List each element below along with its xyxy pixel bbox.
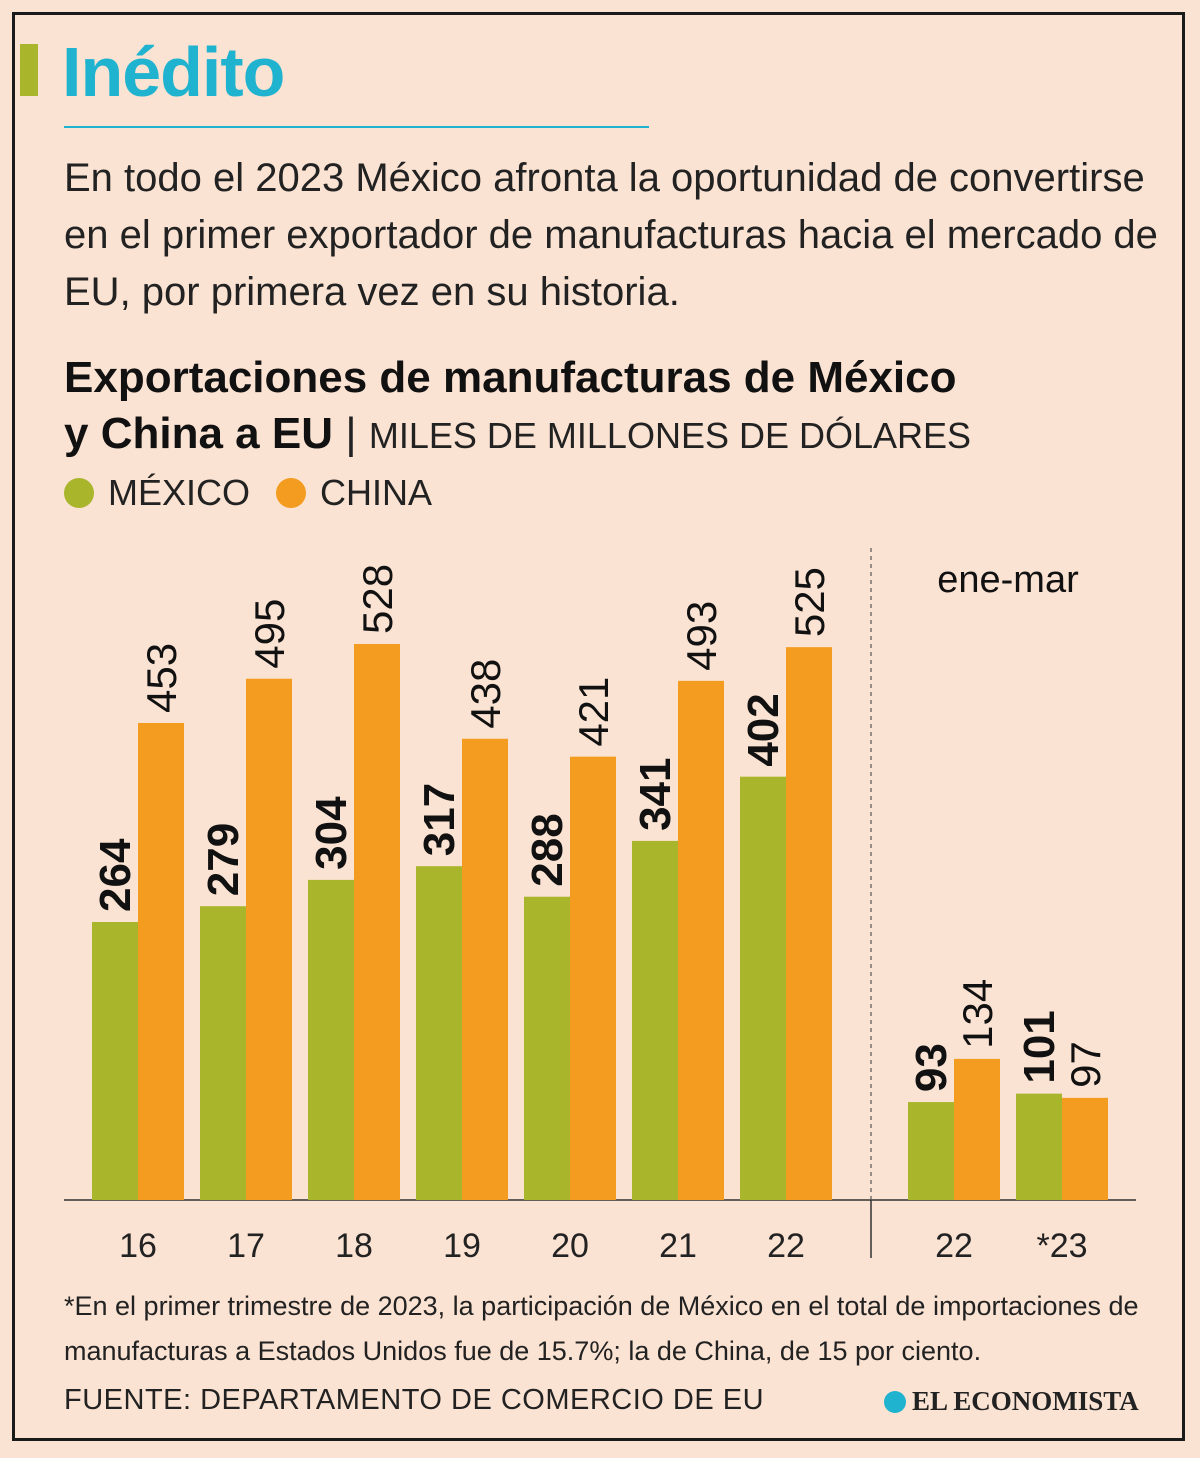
bar-china-19: [462, 738, 508, 1200]
legend-mexico-swatch: [64, 478, 94, 508]
data-label-china-17: 495: [246, 599, 293, 669]
kicker-title: Inédito: [62, 33, 285, 111]
bar-china-22: [786, 647, 832, 1200]
infographic-frame: [12, 12, 1185, 1441]
data-label-china-q1-22: 134: [954, 979, 1001, 1049]
chart-title-line1: Exportaciones de manufacturas de México: [64, 353, 957, 402]
data-label-china-16: 453: [138, 643, 185, 713]
kicker-rule: [64, 126, 649, 128]
x-tick-label-q1-22: 22: [935, 1227, 973, 1265]
legend-item-mexico: MÉXICO: [64, 472, 250, 514]
data-label-mexico-16: 264: [91, 838, 140, 912]
chart-title-line2: y China a EU: [64, 409, 333, 458]
bar-mexico-21: [632, 840, 678, 1200]
chart-title-line2-wrap: y China a EU | MILES DE MILLONES DE DÓLA…: [64, 406, 1164, 464]
x-tick-label-21: 21: [659, 1227, 697, 1265]
x-tick-label-17: 17: [227, 1227, 265, 1265]
bar-china-21: [678, 680, 724, 1200]
x-tick-label-18: 18: [335, 1227, 373, 1265]
data-label-mexico-17: 279: [199, 823, 248, 896]
legend-china-label: CHINA: [320, 472, 433, 513]
data-label-china-18: 528: [354, 564, 401, 634]
bar-mexico-19: [416, 866, 462, 1200]
x-tick-label-19: 19: [443, 1227, 481, 1265]
data-label-china-q1-p23: 97: [1062, 1041, 1109, 1088]
data-label-china-22: 525: [786, 567, 833, 637]
data-label-china-20: 421: [570, 677, 617, 747]
x-tick-label-20: 20: [551, 1227, 589, 1265]
data-label-mexico-19: 317: [415, 783, 464, 856]
data-label-mexico-18: 304: [307, 796, 356, 870]
data-label-mexico-q1-22: 93: [907, 1043, 956, 1092]
chart-title: Exportaciones de manufacturas de México …: [64, 350, 1164, 464]
source-credit: FUENTE: DEPARTAMENTO DE COMERCIO DE EU: [64, 1384, 765, 1416]
bar-mexico-20: [524, 896, 570, 1200]
legend-mexico-label: MÉXICO: [108, 472, 251, 513]
brand-name: EL ECONOMISTA: [912, 1386, 1139, 1416]
footnote: *En el primer trimestre de 2023, la part…: [64, 1291, 1139, 1366]
data-label-mexico-22: 402: [739, 693, 788, 766]
brand: EL ECONOMISTA: [884, 1386, 1139, 1417]
x-tick-label-22: 22: [767, 1227, 805, 1265]
data-label-mexico-q1-p23: 101: [1015, 1010, 1064, 1083]
bar-china-q1-22: [954, 1058, 1000, 1200]
bar-china-18: [354, 644, 400, 1200]
bar-chart: ene-mar 264 453 16 279 495 17 304 528 18 317 438 19 2…: [64, 548, 1136, 1265]
x-tick-label-q1-p23: *23: [1036, 1227, 1087, 1265]
legend-china-swatch: [276, 478, 307, 508]
legend: MÉXICO CHINA: [64, 472, 458, 514]
bar-mexico-16: [92, 922, 138, 1200]
chart-unit: MILES DE MILLONES DE DÓLARES: [368, 415, 972, 456]
bar-china-16: [138, 722, 184, 1200]
x-tick-label-16: 16: [119, 1227, 157, 1265]
bar-mexico-q1-22: [908, 1102, 954, 1200]
period-label-ene-mar: ene-mar: [937, 559, 1079, 601]
bar-china-17: [246, 678, 292, 1200]
data-label-mexico-20: 288: [523, 813, 572, 886]
bar-mexico-18: [308, 879, 354, 1200]
data-label-mexico-21: 341: [631, 757, 680, 830]
legend-item-china: CHINA: [276, 472, 432, 514]
kicker-accent-bar: [20, 44, 38, 96]
data-label-china-21: 493: [678, 601, 725, 671]
title-separator: |: [345, 409, 357, 458]
data-label-china-19: 438: [462, 659, 509, 729]
bar-mexico-q1-p23: [1016, 1093, 1062, 1200]
bar-mexico-17: [200, 906, 246, 1200]
lede-text: En todo el 2023 México afronta la oportu…: [64, 156, 1158, 314]
brand-logo-icon: [884, 1390, 906, 1413]
bar-china-q1-p23: [1062, 1097, 1108, 1200]
bar-mexico-22: [740, 776, 786, 1200]
bar-china-20: [570, 756, 616, 1200]
